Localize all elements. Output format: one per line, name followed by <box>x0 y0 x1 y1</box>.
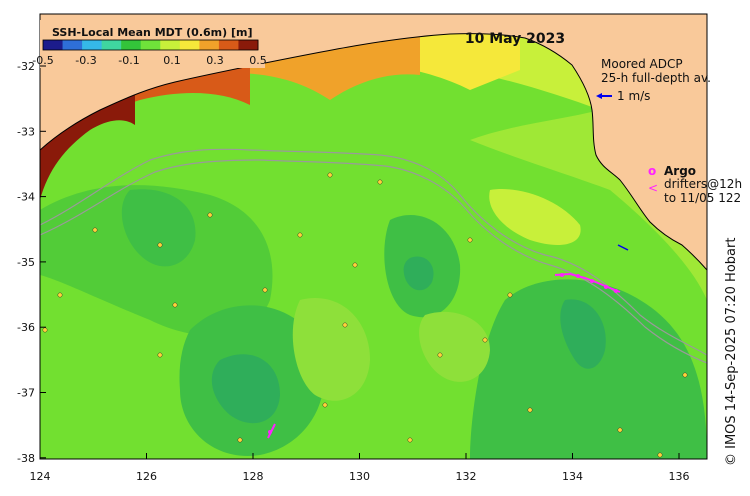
argo-floats <box>42 172 688 458</box>
argo-float-marker <box>437 352 443 358</box>
colorbar-swatch <box>179 40 200 50</box>
colorbar-swatch <box>62 40 83 50</box>
ssh-contour-lightgreen-mid <box>419 311 490 382</box>
colorbar-swatch <box>160 40 181 50</box>
colorbar-tick-label: 0.1 <box>163 54 181 67</box>
slope-contour-line <box>40 159 707 364</box>
argo-float-marker <box>207 212 213 218</box>
argo-float-marker <box>172 302 178 308</box>
argo-float-marker <box>657 452 663 458</box>
lon-tick-label: 126 <box>136 470 157 483</box>
argo-float-marker <box>322 402 328 408</box>
ssh-contour-green-west-eddy <box>121 189 196 267</box>
lat-tick-label: -35 <box>17 256 35 269</box>
colorbar: SSH-Local Mean MDT (0.6m) [m] -0.5 -0.3 -0… <box>32 20 267 68</box>
drifter-legend-line1: drifters@12h <box>664 177 742 191</box>
colorbar-swatch <box>121 40 142 50</box>
drifter-legend-line2: to 11/05 122 <box>664 191 741 205</box>
colorbar-swatch <box>199 40 220 50</box>
drifter-marker <box>576 274 580 278</box>
colorbar-tick-label: -0.1 <box>118 54 139 67</box>
argo-legend-symbol: o <box>648 164 656 178</box>
argo-float-marker <box>157 352 163 358</box>
colorbar-swatch <box>82 40 103 50</box>
colorbar-ticks: -0.5 -0.3 -0.1 0.1 0.3 0.5 <box>32 54 266 67</box>
ssh-contour-green-east <box>470 279 707 459</box>
adcp-scale-label: 1 m/s <box>617 89 650 103</box>
argo-float-marker <box>42 327 48 333</box>
argo-float-marker <box>527 407 533 413</box>
ssh-contour-eddy-core <box>211 354 280 424</box>
lon-tick-label: 132 <box>456 470 477 483</box>
adcp-legend-line1: Moored ADCP <box>601 57 683 71</box>
colorbar-tick-label: -0.5 <box>32 54 53 67</box>
colorbar-tick-label: 0.5 <box>249 54 267 67</box>
colorbar-tick-label: 0.3 <box>206 54 224 67</box>
lon-tick-label: 128 <box>243 470 264 483</box>
map-title: 10 May 2023 <box>465 31 565 47</box>
latitude-axis: -32 -33 -34 -35 -36 -37 -38 <box>17 60 46 465</box>
drifter-legend-symbol: < <box>648 181 658 195</box>
longitude-axis: 124 126 128 130 132 134 136 <box>30 453 690 483</box>
argo-float-marker <box>407 437 413 443</box>
drifter-marker <box>604 285 608 289</box>
drifter-marker <box>590 279 594 283</box>
ssh-contour-lightgreen-south <box>292 298 370 401</box>
argo-float-marker <box>57 292 63 298</box>
argo-float-marker <box>682 372 688 378</box>
lat-tick-label: -33 <box>17 125 35 138</box>
colorbar-swatch <box>101 40 122 50</box>
argo-float-marker <box>297 232 303 238</box>
lat-tick-label: -38 <box>17 452 35 465</box>
adcp-arrow-head <box>596 93 602 99</box>
lat-tick-label: -37 <box>17 387 35 400</box>
adcp-legend-line2: 25-h full-depth av. <box>601 71 711 85</box>
argo-float-marker <box>482 337 488 343</box>
lon-tick-label: 134 <box>562 470 583 483</box>
colorbar-tick-label: -0.3 <box>75 54 96 67</box>
argo-legend: o Argo < drifters@12h to 11/05 122 <box>648 164 742 205</box>
colorbar-swatch <box>218 40 239 50</box>
ssh-contour-green-center-core <box>403 256 434 291</box>
argo-float-marker <box>342 322 348 328</box>
argo-float-marker <box>262 287 268 293</box>
lat-tick-label: -36 <box>17 321 35 334</box>
drifter-marker <box>614 289 618 293</box>
colorbar-border <box>42 39 259 51</box>
argo-legend-label: Argo <box>664 164 696 178</box>
ssh-contour-green-east-core <box>560 299 606 369</box>
argo-float-marker <box>237 437 243 443</box>
argo-float-marker <box>467 237 473 243</box>
drifter-markers <box>268 273 618 434</box>
argo-float-marker <box>92 227 98 233</box>
lat-tick-label: -34 <box>17 191 35 204</box>
lat-tick-label: -32 <box>17 60 35 73</box>
colorbar-swatch <box>140 40 161 50</box>
drifter-marker <box>268 430 272 434</box>
argo-float-marker <box>617 427 623 433</box>
argo-float-marker <box>157 242 163 248</box>
colorbar-swatch <box>43 40 64 50</box>
ssh-contour-yellowgreen-patch <box>489 189 581 245</box>
lon-tick-label: 136 <box>669 470 690 483</box>
adcp-mooring-arrow <box>617 244 629 251</box>
argo-float-marker <box>507 292 513 298</box>
lon-tick-label: 124 <box>30 470 51 483</box>
drifter-marker <box>560 273 564 277</box>
plot-frame <box>39 13 708 460</box>
argo-float-marker <box>377 179 383 185</box>
copyright-credit: © IMOS 14-Sep-2025 07:20 Hobart <box>724 237 739 466</box>
colorbar-swatches <box>43 40 259 50</box>
lon-tick-label: 130 <box>349 470 370 483</box>
argo-float-marker <box>327 172 333 178</box>
adcp-legend: Moored ADCP 25-h full-depth av. 1 m/s <box>596 57 711 103</box>
argo-float-marker <box>352 262 358 268</box>
colorbar-swatch <box>238 40 259 50</box>
colorbar-label: SSH-Local Mean MDT (0.6m) [m] <box>52 26 252 39</box>
